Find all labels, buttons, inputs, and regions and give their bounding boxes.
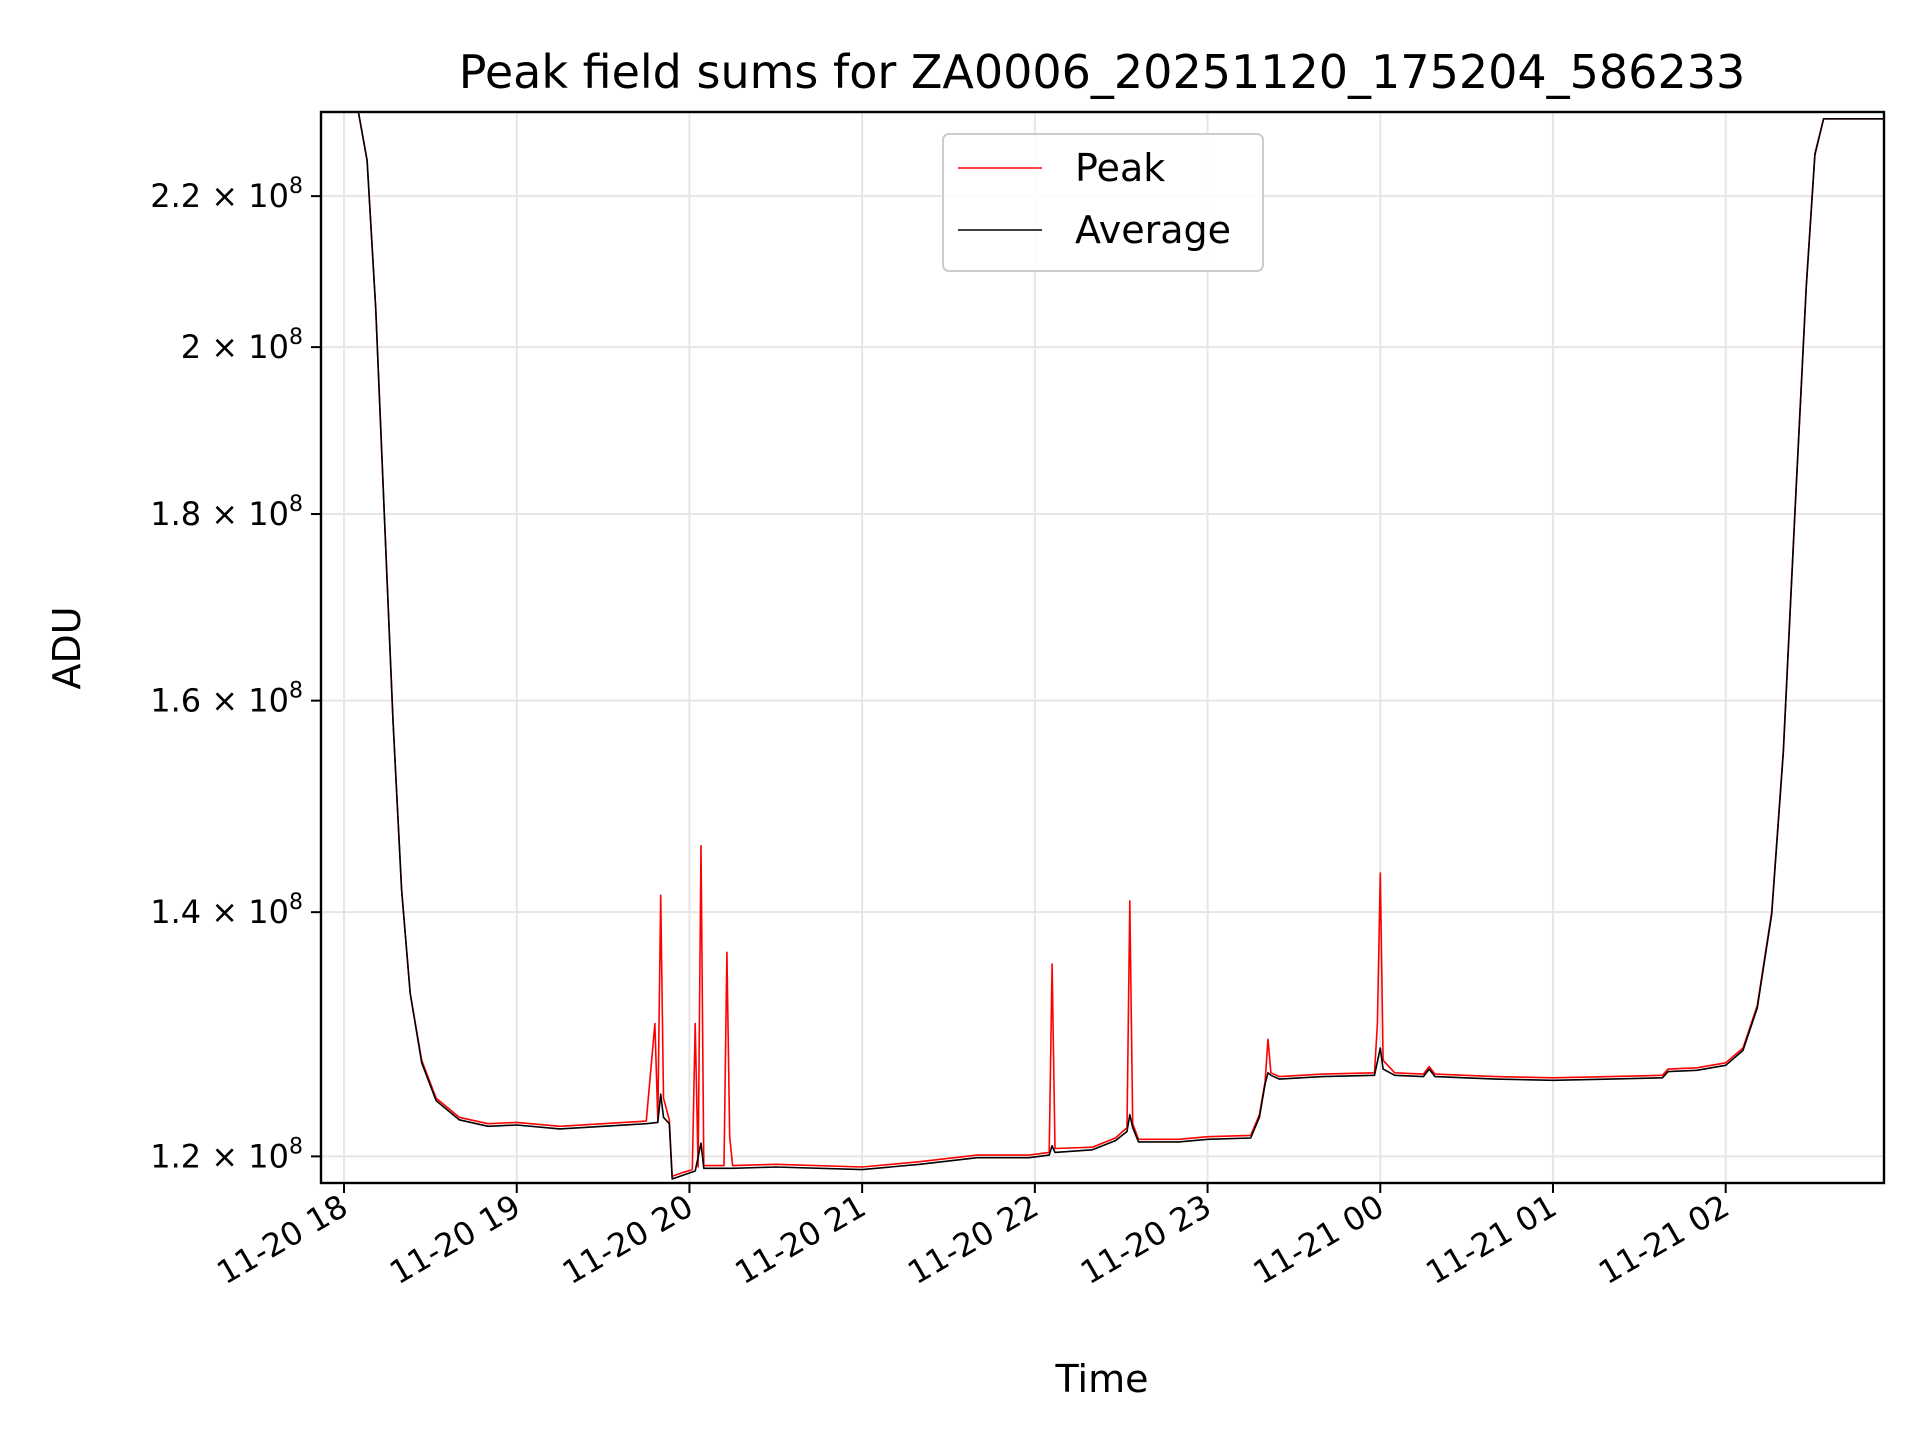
series-line-peak: [321, 112, 1884, 1178]
y-tick-mantissa: 1.8: [150, 495, 201, 533]
y-tick-label: 2.2 × 108: [150, 174, 303, 215]
y-tick-exponent: 8: [289, 174, 303, 199]
y-tick-mantissa: 2: [181, 328, 201, 366]
y-tick-label: 1.4 × 108: [150, 890, 303, 931]
y-tick-label: 1.6 × 108: [150, 679, 303, 720]
y-tick-label: 2 × 108: [181, 325, 303, 366]
x-axis-title: Time: [1055, 1357, 1149, 1401]
y-axis: 1.2 × 108 1.4 × 108 1.6 × 108 1.8 × 108 2 × …: [150, 174, 321, 1175]
y-tick-mantissa: 2.2: [150, 177, 201, 215]
legend: Peak Average: [942, 133, 1264, 272]
y-tick-exponent: 8: [289, 492, 303, 517]
y-tick-exponent: 8: [289, 679, 303, 704]
y-tick-label: 1.2 × 108: [150, 1134, 303, 1175]
y-axis-title: ADU: [45, 606, 89, 689]
y-tick-exponent: 8: [289, 1134, 303, 1159]
series-line-average: [321, 112, 1884, 1180]
y-tick-exponent: 8: [289, 325, 303, 350]
chart-title: Peak field sums for ZA0006_20251120_1752…: [459, 45, 1746, 99]
y-tick-mantissa: 1.4: [150, 893, 201, 931]
y-tick-mantissa: 1.2: [150, 1137, 201, 1175]
legend-label-average: Average: [1075, 208, 1231, 252]
legend-label-peak: Peak: [1075, 146, 1165, 190]
series-layer: [321, 112, 1884, 1180]
y-tick-exponent: 8: [289, 890, 303, 915]
y-tick-mantissa: 1.6: [150, 682, 201, 720]
y-tick-label: 1.8 × 108: [150, 492, 303, 533]
plot-frame: [319, 110, 1886, 1185]
